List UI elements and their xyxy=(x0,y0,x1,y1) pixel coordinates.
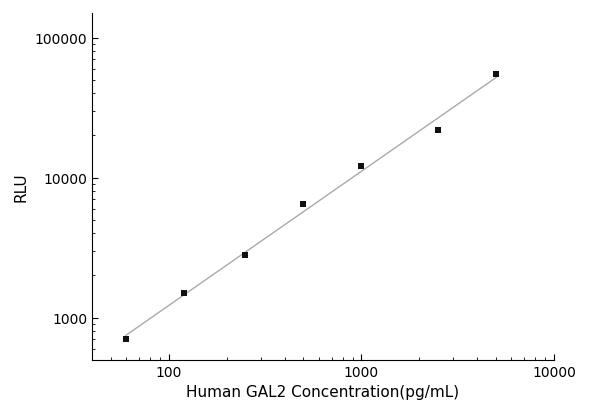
Point xyxy=(241,252,250,259)
Point xyxy=(179,290,189,297)
Point xyxy=(357,164,366,170)
Point xyxy=(121,336,130,343)
Point xyxy=(491,71,501,78)
X-axis label: Human GAL2 Concentration(pg/mL): Human GAL2 Concentration(pg/mL) xyxy=(186,384,460,399)
Y-axis label: RLU: RLU xyxy=(14,172,29,202)
Point xyxy=(434,127,443,133)
Point xyxy=(299,201,308,208)
